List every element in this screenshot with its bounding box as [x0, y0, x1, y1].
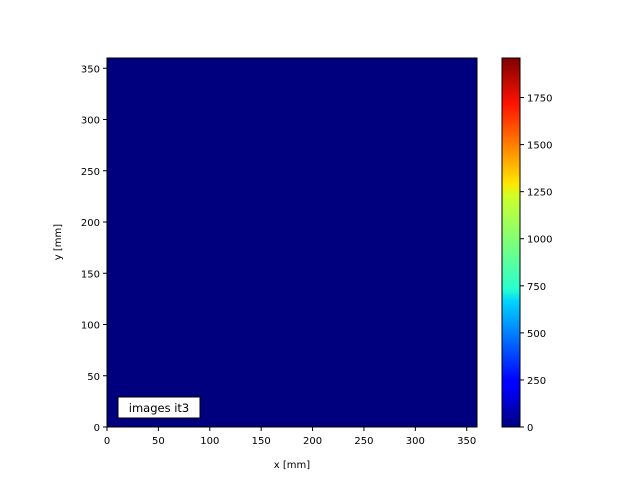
y-tick-label: 350: [81, 64, 100, 75]
y-tick-label: 150: [81, 269, 100, 280]
heatmap-image: [107, 58, 477, 427]
x-tick-label: 150: [252, 436, 271, 447]
y-axis-label: y [mm]: [53, 224, 64, 260]
plot-frame: [106, 57, 478, 428]
colorbar-tick-label: 500: [527, 329, 546, 340]
annotation-text: images it3: [129, 401, 190, 415]
x-tick-label: 300: [406, 436, 425, 447]
y-axis-ticks: 0 50 100 150 200 250 300 350: [81, 64, 107, 434]
colorbar: [501, 57, 521, 428]
x-axis-label: x [mm]: [274, 460, 310, 471]
colorbar-tick-label: 750: [527, 282, 546, 293]
colorbar-tick-label: 1000: [527, 235, 552, 246]
y-tick-label: 250: [81, 167, 100, 178]
colorbar-ticks: 0 250 500 750 1000 1250 1500 1750: [520, 94, 552, 434]
x-tick-label: 200: [303, 436, 322, 447]
y-tick-label: 50: [87, 372, 100, 383]
x-tick-label: 0: [104, 436, 110, 447]
colorbar-tick-label: 1750: [527, 94, 552, 105]
x-axis-ticks: 0 50 100 150 200 250 300 350: [104, 427, 476, 447]
y-tick-label: 300: [81, 116, 100, 127]
colorbar-tick-label: 0: [527, 423, 533, 434]
y-tick-label: 200: [81, 218, 100, 229]
x-tick-label: 100: [200, 436, 219, 447]
y-tick-label: 0: [94, 423, 100, 434]
colorbar-tick-label: 250: [527, 376, 546, 387]
x-tick-label: 350: [457, 436, 476, 447]
colorbar-tick-label: 1500: [527, 141, 552, 152]
x-tick-label: 50: [152, 436, 165, 447]
y-tick-label: 100: [81, 321, 100, 332]
x-tick-label: 250: [354, 436, 373, 447]
annotation-box: [117, 396, 201, 419]
colorbar-tick-label: 1250: [527, 188, 552, 199]
